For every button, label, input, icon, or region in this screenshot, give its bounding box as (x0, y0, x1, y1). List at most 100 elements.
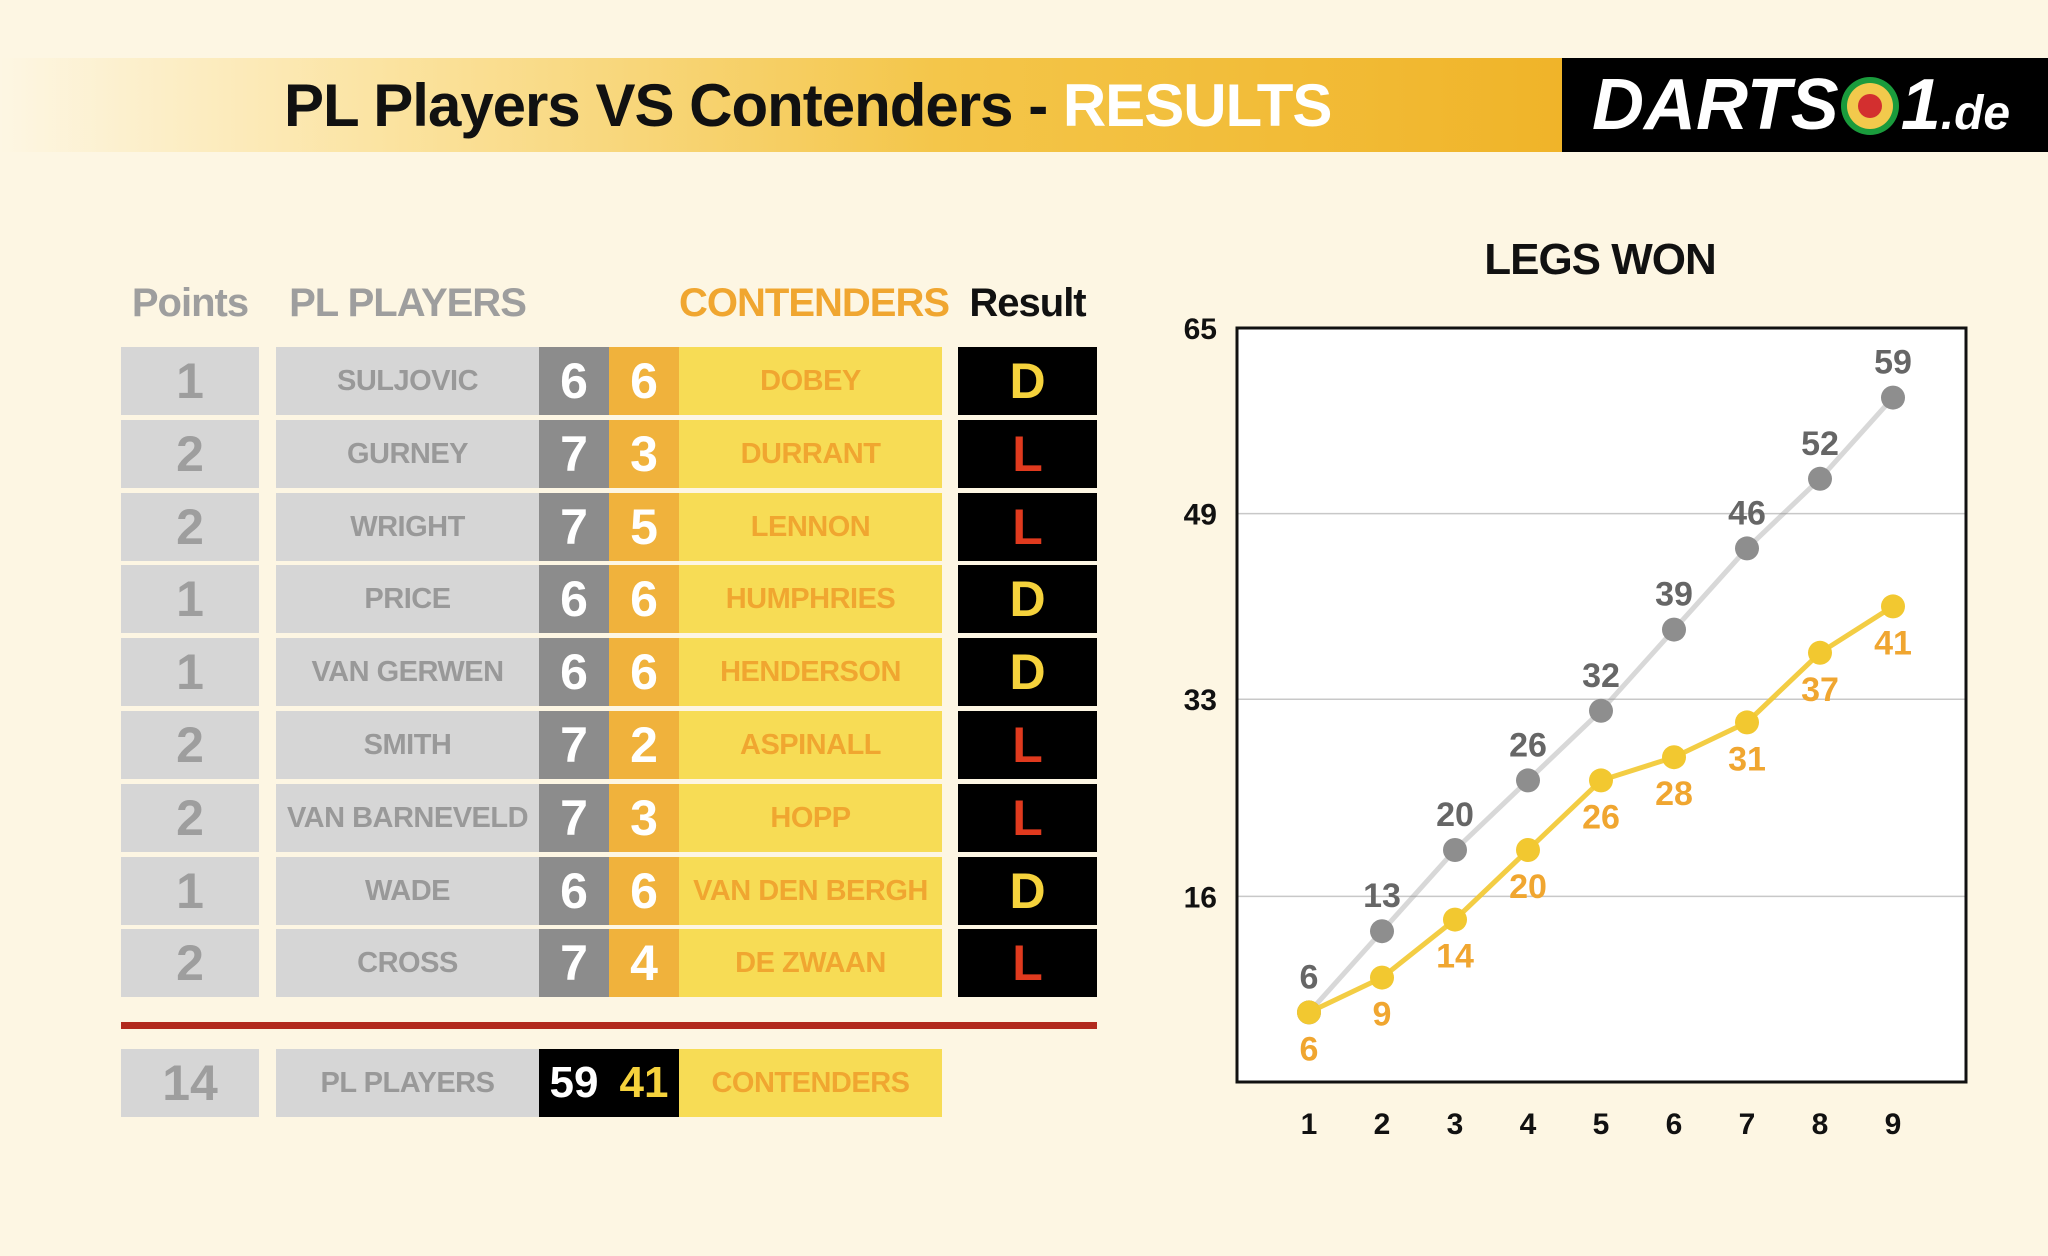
x-tick-label: 8 (1812, 1108, 1829, 1141)
data-point (1808, 466, 1832, 491)
total-pl-score: 59 (539, 1049, 609, 1117)
pl-player-score: 6 (539, 638, 609, 707)
pl-player-score: 6 (539, 347, 609, 415)
data-label: 52 (1801, 425, 1839, 463)
x-tick-label: 9 (1885, 1108, 1902, 1141)
data-point (1808, 640, 1832, 665)
header-points: Points (131, 281, 249, 325)
contender-score: 5 (609, 492, 679, 561)
pl-player-name: WADE (276, 856, 539, 925)
result-badge: L (958, 783, 1097, 852)
result-badge: L (958, 492, 1097, 561)
x-tick-label: 5 (1593, 1108, 1610, 1141)
pl-player-name: VAN BARNEVELD (276, 783, 539, 852)
row-points: 1 (121, 856, 259, 925)
data-label: 39 (1655, 576, 1693, 614)
data-label: 59 (1874, 344, 1912, 382)
pl-player-name: GURNEY (276, 419, 539, 488)
chart-title: LEGS WON (1484, 235, 1717, 284)
contender-score: 6 (609, 856, 679, 925)
x-tick-label: 1 (1301, 1108, 1318, 1141)
data-label: 20 (1509, 868, 1547, 906)
row-points: 2 (121, 929, 259, 998)
pl-player-score: 7 (539, 492, 609, 561)
result-badge: L (958, 929, 1097, 998)
data-label: 20 (1436, 796, 1474, 834)
pl-player-score: 7 (539, 419, 609, 488)
row-points: 2 (121, 711, 259, 779)
contender-name: HOPP (679, 783, 942, 852)
header-pl-players: PL PLAYERS (289, 281, 527, 325)
data-label: 9 (1373, 996, 1392, 1034)
pl-player-name: CROSS (276, 929, 539, 998)
page-title: PL Players VS Contenders - RESULTS (284, 70, 1332, 142)
pl-player-name: SULJOVIC (276, 347, 539, 415)
result-badge: D (958, 856, 1097, 925)
y-tick-label: 33 (1184, 684, 1217, 717)
x-tick-label: 7 (1739, 1108, 1756, 1141)
data-point (1589, 768, 1613, 793)
pl-player-score: 7 (539, 711, 609, 779)
contender-score: 6 (609, 347, 679, 415)
result-badge: L (958, 711, 1097, 779)
pl-player-name: VAN GERWEN (276, 638, 539, 707)
pl-player-score: 7 (539, 929, 609, 998)
x-tick-label: 3 (1447, 1108, 1464, 1141)
x-tick-label: 4 (1520, 1108, 1537, 1141)
contender-name: LENNON (679, 492, 942, 561)
data-point (1297, 1000, 1321, 1025)
pl-player-score: 6 (539, 565, 609, 634)
legs-won-chart: 16 33 49 65 1 2 3 4 5 6 7 8 9 6 13 20 26 32 39 46 52 59 6 9 14 20… (1184, 313, 1968, 1141)
data-label: 31 (1728, 740, 1766, 778)
data-point (1516, 838, 1540, 862)
header-contenders: CONTENDERS (679, 281, 950, 325)
total-contender-label: CONTENDERS (679, 1049, 942, 1117)
row-points: 2 (121, 492, 259, 561)
data-label: 41 (1874, 624, 1912, 662)
data-label: 26 (1582, 798, 1620, 836)
data-point (1443, 838, 1467, 862)
data-label: 6 (1300, 958, 1319, 996)
result-badge: D (958, 638, 1097, 707)
result-badge: L (958, 419, 1097, 488)
logo-text-left: DARTS (1592, 65, 1839, 145)
contender-name: HUMPHRIES (679, 565, 942, 634)
data-point (1370, 919, 1394, 944)
contender-score: 6 (609, 638, 679, 707)
y-tick-label: 49 (1184, 499, 1217, 532)
total-points: 14 (121, 1049, 259, 1117)
data-label: 37 (1801, 671, 1839, 709)
contender-score: 6 (609, 565, 679, 634)
data-point (1881, 385, 1905, 410)
row-points: 1 (121, 565, 259, 634)
page-title-main: PL Players VS Contenders - (284, 72, 1063, 139)
data-point (1516, 768, 1540, 793)
data-point (1662, 617, 1686, 642)
contender-score: 2 (609, 711, 679, 779)
header-result: Result (969, 281, 1086, 325)
data-point (1370, 965, 1394, 990)
data-point (1443, 907, 1467, 932)
contender-score: 3 (609, 419, 679, 488)
totals-divider (121, 1022, 1097, 1029)
x-tick-label: 2 (1374, 1108, 1391, 1141)
logo-suffix: .de (1940, 87, 2011, 140)
pl-player-name: SMITH (276, 711, 539, 779)
row-points: 1 (121, 638, 259, 707)
y-tick-label: 16 (1184, 881, 1217, 914)
logo-text-right: 1 (1900, 65, 1941, 145)
contender-name: DOBEY (679, 347, 942, 415)
data-point (1662, 745, 1686, 770)
data-point (1735, 536, 1759, 561)
data-label: 28 (1655, 775, 1693, 813)
data-label: 6 (1300, 1030, 1319, 1068)
data-label: 46 (1728, 494, 1766, 532)
total-contender-score: 41 (609, 1049, 679, 1117)
contender-score: 3 (609, 783, 679, 852)
data-point (1589, 698, 1613, 723)
data-label: 14 (1436, 938, 1474, 976)
header-band (0, 58, 1562, 152)
contender-name: VAN DEN BERGH (679, 856, 942, 925)
pl-player-score: 7 (539, 783, 609, 852)
row-points: 2 (121, 783, 259, 852)
